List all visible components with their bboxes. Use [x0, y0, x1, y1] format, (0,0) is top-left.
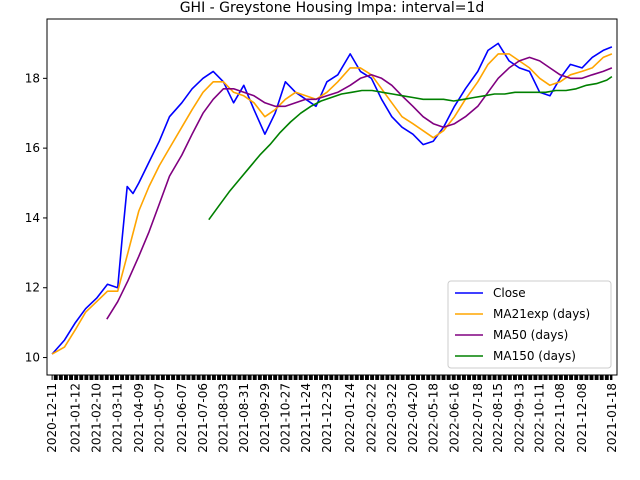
x-tick-label: 2021-04-09: [132, 383, 146, 453]
legend-label: MA21exp (days): [493, 307, 590, 321]
x-tick-label: 2021-01-12: [68, 383, 82, 453]
x-tick-label: 2021-08-31: [237, 383, 251, 453]
chart-title: GHI - Greystone Housing Impa: interval=1…: [180, 0, 485, 16]
x-tick-label: 2021-09-29: [258, 383, 272, 453]
y-tick-label: 12: [25, 281, 40, 295]
x-tick-label: 2021-06-07: [175, 383, 189, 453]
x-tick-label: 2021-12-23: [320, 383, 334, 453]
x-tick-label: 2021-07-06: [196, 383, 210, 453]
y-tick-label: 16: [25, 141, 40, 155]
y-tick-label: 18: [25, 71, 40, 85]
series-line-ma50-days: [106, 56, 613, 320]
x-tick-label: 2022-11-08: [553, 383, 567, 453]
x-tick-label: 2021-11-24: [299, 383, 313, 453]
x-tick-label: 2022-10-11: [533, 383, 547, 453]
x-tick-label: 2021-08-03: [216, 383, 230, 453]
x-tick-label: 2022-09-13: [512, 383, 526, 453]
x-tick-label: 2022-04-20: [406, 383, 420, 453]
series-line-close: [51, 42, 613, 355]
x-tick-label: 2022-05-18: [426, 383, 440, 453]
y-tick-label: 14: [25, 211, 40, 225]
x-tick-label: 2020-12-11: [45, 383, 59, 453]
x-tick-label: 2022-02-22: [364, 383, 378, 453]
x-tick-label: 2021-01-18: [605, 383, 619, 453]
legend-label: MA150 (days): [493, 349, 576, 363]
x-axis: 2020-12-11 2021-01-12 2021-02-10 2021-03-11…: [45, 375, 619, 453]
x-tick-label: 2021-02-10: [90, 383, 104, 453]
y-tick-label: 10: [25, 351, 40, 365]
x-tick-label: 2022-03-22: [385, 383, 399, 453]
legend: Close MA21exp (days) MA50 (days) MA150 (day…: [447, 280, 612, 369]
legend-label: Close: [493, 286, 526, 300]
y-axis: 10 12 14 16 18: [25, 71, 47, 365]
legend-label: MA50 (days): [493, 328, 568, 342]
series-layer: [51, 42, 613, 355]
x-tick-label: 2021-10-27: [278, 383, 292, 453]
x-tick-label: 2021-05-07: [152, 383, 166, 453]
x-tick-label: 2022-01-24: [343, 383, 357, 453]
series-line-ma150-days: [208, 75, 613, 221]
x-tick-label: 2021-03-11: [111, 383, 125, 453]
x-tick-label: 2022-07-18: [471, 383, 485, 453]
x-tick-label: 2021-12-08: [575, 383, 589, 453]
x-tick-label: 2022-06-16: [447, 383, 461, 453]
legend-box: [447, 280, 612, 369]
series-line-ma21exp-days: [51, 53, 613, 355]
x-tick-label: 2022-08-15: [491, 383, 505, 453]
